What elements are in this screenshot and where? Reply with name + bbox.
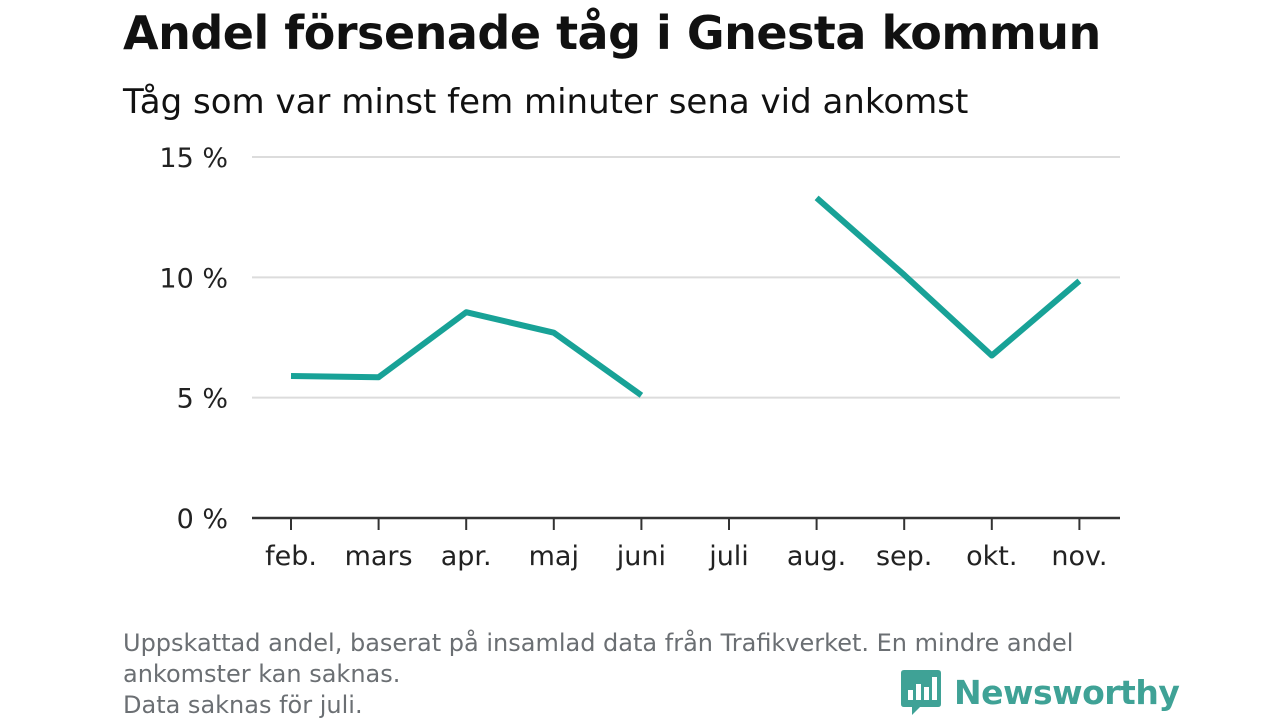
x-tick-label: okt.: [966, 541, 1017, 572]
y-tick-label: 15 %: [159, 143, 228, 174]
x-tick-label: apr.: [441, 541, 492, 572]
brand-name: Newsworthy: [954, 672, 1180, 712]
x-tick-label: maj: [529, 541, 579, 572]
x-tick-label: juni: [616, 541, 666, 572]
chart-title: Andel försenade tåg i Gnesta kommun: [123, 6, 1101, 60]
footnote-line: ankomster kan saknas.: [123, 660, 401, 688]
footnote-line: Data saknas för juli.: [123, 691, 363, 719]
bar-chart-bubble-icon: [901, 670, 941, 715]
y-tick-label: 5 %: [177, 384, 228, 415]
line-chart: 0 % 5 % 10 % 15 % feb. mars apr. maj juni juli aug…: [159, 143, 1120, 572]
footnote-line: Uppskattad andel, baserat på insamlad da…: [123, 629, 1074, 657]
x-tick-label: nov.: [1051, 541, 1107, 572]
x-tick-label: mars: [345, 541, 413, 572]
footnote: Uppskattad andel, baserat på insamlad da…: [123, 628, 1163, 721]
chart-subtitle: Tåg som var minst fem minuter sena vid a…: [123, 82, 969, 122]
x-tick-label: juli: [708, 541, 749, 572]
x-tick-label: feb.: [265, 541, 317, 572]
y-tick-label: 10 %: [159, 263, 228, 294]
series-line: [290, 309, 644, 398]
x-tick-label: sep.: [876, 541, 932, 572]
y-tick-label: 0 %: [177, 504, 228, 535]
series-line: [814, 195, 1082, 359]
x-tick-label: aug.: [787, 541, 846, 572]
brand-logo: Newsworthy: [900, 668, 1180, 716]
